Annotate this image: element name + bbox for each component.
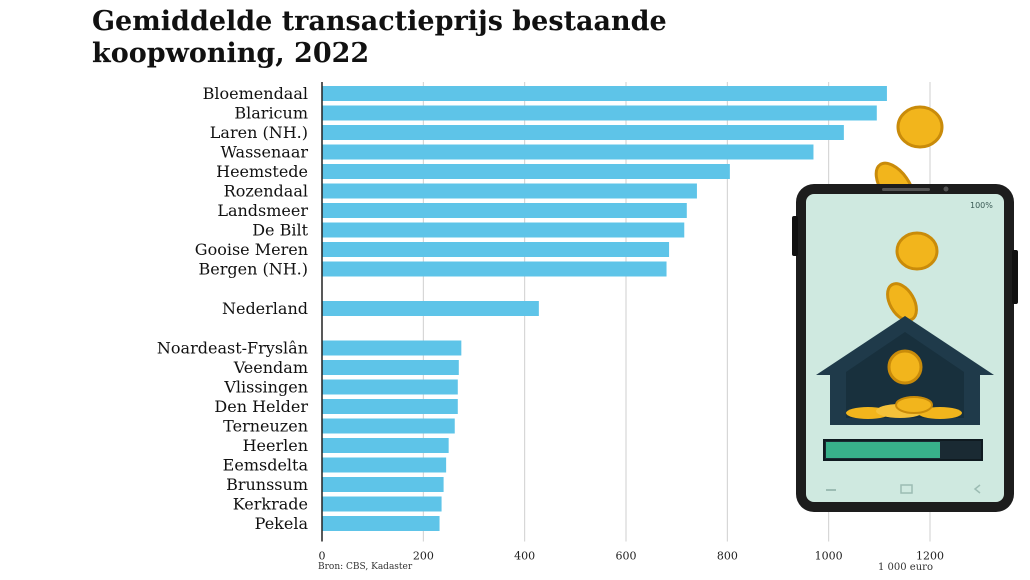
bar	[322, 222, 685, 238]
phone-camera	[943, 186, 949, 192]
bar	[322, 496, 442, 512]
bar	[322, 360, 459, 375]
x-tick-label: 800	[717, 550, 738, 563]
bar	[322, 203, 687, 218]
chart-title: Gemiddelde transactieprijs bestaande koo…	[92, 6, 667, 69]
x-tick-label: 600	[616, 550, 637, 563]
bar	[322, 164, 730, 179]
category-label: Brunssum	[226, 475, 308, 494]
bar	[322, 105, 877, 121]
x-tick-label: 0	[319, 550, 326, 563]
category-label: Vlissingen	[223, 378, 308, 397]
nav-menu-icon	[826, 489, 836, 491]
x-tick-label: 1000	[815, 550, 843, 563]
axis-unit-label: 1 000 euro	[878, 562, 933, 573]
bars	[322, 86, 887, 531]
category-label: De Bilt	[252, 221, 308, 240]
x-tick-label: 200	[413, 550, 434, 563]
bar	[322, 457, 447, 473]
x-tick-label: 400	[514, 550, 535, 563]
category-label: Kerkrade	[233, 495, 308, 514]
coin-icon	[896, 105, 944, 149]
category-label: Rozendaal	[224, 182, 308, 201]
bar	[322, 477, 444, 492]
phone-speaker	[882, 188, 930, 191]
category-label: Noardeast-Fryslân	[157, 339, 308, 358]
bar	[322, 261, 667, 277]
bar	[322, 242, 670, 257]
bar	[322, 301, 539, 316]
category-label: Gooise Meren	[195, 240, 308, 259]
bar	[322, 379, 458, 395]
progress-fill	[826, 442, 940, 458]
category-label: Heerlen	[243, 436, 308, 455]
bar	[322, 183, 697, 199]
x-tick-labels: 0 200 400 600 800 1000 1200	[319, 550, 945, 563]
category-label: Bergen (NH.)	[199, 260, 309, 279]
coin-icon	[895, 231, 939, 271]
bar	[322, 438, 449, 453]
coin-icon	[886, 282, 918, 322]
house-icon	[816, 316, 994, 425]
bar	[322, 340, 462, 356]
bar	[322, 418, 455, 434]
category-label: Wassenaar	[220, 143, 308, 162]
bar	[322, 516, 440, 531]
phone-side-button	[792, 216, 798, 256]
category-label: Bloemendaal	[203, 84, 308, 103]
category-label: Den Helder	[214, 397, 308, 416]
bar	[322, 125, 844, 140]
bar	[322, 86, 887, 101]
nav-home-icon	[900, 484, 913, 494]
category-label: Laren (NH.)	[210, 123, 308, 142]
category-label: Pekela	[255, 514, 309, 533]
nav-back-icon	[973, 484, 981, 494]
category-label: Veendam	[233, 358, 308, 377]
category-label: Heemstede	[216, 162, 308, 181]
source-note: Bron: CBS, Kadaster	[318, 562, 413, 572]
bar	[322, 399, 458, 414]
category-label: Blaricum	[234, 104, 308, 123]
phone-illustration: 100%	[792, 105, 1018, 512]
battery-status: 100%	[970, 201, 993, 210]
category-label: Nederland	[222, 299, 308, 318]
phone-side-button	[1012, 250, 1018, 304]
category-label: Terneuzen	[223, 417, 308, 436]
x-tick-label: 1200	[916, 550, 944, 563]
category-label: Eemsdelta	[223, 456, 309, 475]
bar	[322, 144, 814, 160]
category-label: Landsmeer	[217, 201, 308, 220]
